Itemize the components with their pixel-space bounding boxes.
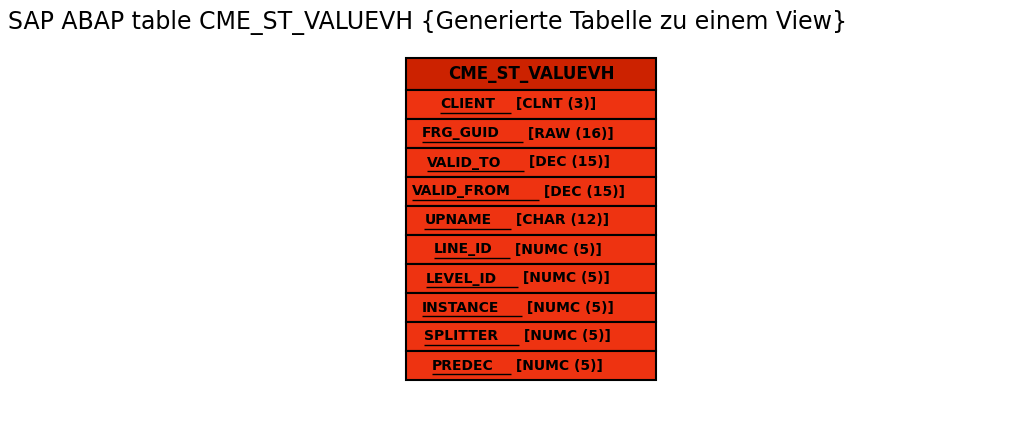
Bar — [406, 90, 655, 119]
Text: [NUMC (5)]: [NUMC (5)] — [518, 271, 610, 286]
Bar — [406, 351, 655, 380]
Text: [NUMC (5)]: [NUMC (5)] — [509, 242, 601, 257]
Bar — [406, 58, 655, 90]
Bar — [406, 264, 655, 293]
Text: VALID_FROM: VALID_FROM — [411, 184, 510, 198]
Text: CLIENT: CLIENT — [440, 98, 495, 111]
Bar — [406, 293, 655, 322]
Bar — [406, 322, 655, 351]
Bar — [406, 119, 655, 148]
Text: UPNAME: UPNAME — [425, 213, 491, 228]
Text: LEVEL_ID: LEVEL_ID — [426, 271, 497, 286]
Text: SPLITTER: SPLITTER — [424, 330, 498, 343]
Text: [CHAR (12)]: [CHAR (12)] — [510, 213, 610, 228]
Text: [DEC (15)]: [DEC (15)] — [524, 156, 610, 169]
Text: LINE_ID: LINE_ID — [434, 242, 492, 257]
Bar — [406, 206, 655, 235]
Bar — [406, 235, 655, 264]
Bar — [406, 177, 655, 206]
Text: [NUMC (5)]: [NUMC (5)] — [512, 359, 603, 372]
Text: PREDEC: PREDEC — [432, 359, 493, 372]
Text: [NUMC (5)]: [NUMC (5)] — [522, 301, 614, 314]
Text: CME_ST_VALUEVH: CME_ST_VALUEVH — [447, 65, 615, 83]
Text: INSTANCE: INSTANCE — [422, 301, 499, 314]
Text: SAP ABAP table CME_ST_VALUEVH {Generierte Tabelle zu einem View}: SAP ABAP table CME_ST_VALUEVH {Generiert… — [8, 10, 847, 35]
Text: VALID_TO: VALID_TO — [428, 156, 502, 169]
Text: [CLNT (3)]: [CLNT (3)] — [512, 98, 596, 111]
Text: FRG_GUID: FRG_GUID — [422, 127, 500, 140]
Text: [RAW (16)]: [RAW (16)] — [523, 127, 614, 140]
Text: [DEC (15)]: [DEC (15)] — [539, 184, 625, 198]
Bar — [406, 148, 655, 177]
Text: [NUMC (5)]: [NUMC (5)] — [520, 330, 612, 343]
